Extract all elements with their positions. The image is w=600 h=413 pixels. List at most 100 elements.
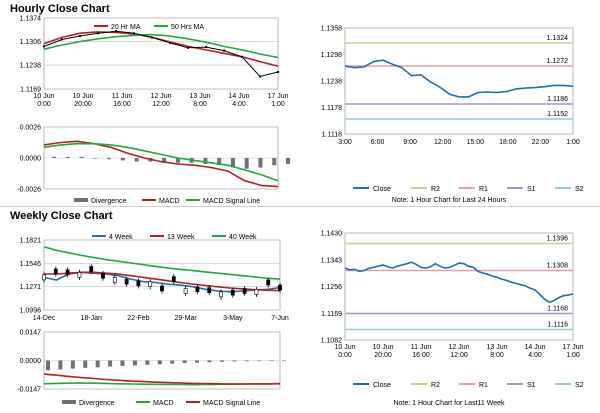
weekly_price-x-tick: 7-Jun (271, 315, 289, 322)
hourly_pivot-level-label: 1.1152 (547, 111, 568, 118)
weekly_price-legend-label: 40 Week (229, 234, 257, 241)
hourly_pivot-note: Note: 1 Hour Chart for Last 24 Hours (392, 197, 507, 204)
weekly_price-y-tick: 1.1546 (20, 261, 42, 268)
hourly_price-x-tick: 0:00 (37, 101, 51, 108)
weekly_price-legend-label: 13 Week (167, 234, 195, 241)
weekly_macd-divergence-bar (269, 360, 274, 362)
weekly_macd-divergence-bar (282, 360, 286, 362)
hourly_price-x-tick: 13 Jun (189, 93, 210, 100)
weekly_pivot-level-label: 1.1116 (548, 322, 568, 329)
hourly_price-x-tick: 10 Jun (33, 93, 54, 100)
hourly_macd-divergence-bar (230, 158, 235, 168)
hourly_pivot-legend-label: R2 (431, 186, 440, 193)
hourly_pivot-x-tick: 18:00 (499, 139, 517, 146)
weekly_price-candle-body (124, 278, 129, 285)
weekly_pivot-x-tick: 10 Jun (334, 344, 355, 351)
hourly_price-series-20-hr-ma (43, 31, 279, 67)
hourly_price-series-price (43, 30, 279, 78)
weekly_pivot-x-tick: 8:00 (490, 352, 504, 359)
weekly_macd-divergence-bar (170, 360, 175, 364)
weekly_pivot-x-tick: 0:00 (338, 352, 352, 359)
hourly_price-x-tick: 1:00 (271, 101, 285, 108)
weekly_price-legend-label: 4 Week (109, 234, 133, 241)
weekly_macd-legend-label: MACD Signal Line (203, 400, 260, 407)
weekly_pivot-x-tick: 13 Jun (486, 344, 507, 351)
weekly_macd-divergence-bar (195, 360, 200, 363)
hourly_price-price-point (97, 32, 99, 35)
hourly_macd-divergence-bar (65, 156, 70, 158)
weekly_pivot-x-tick: 14 Jun (524, 344, 545, 351)
hourly_price-price-point (169, 41, 171, 44)
weekly_price-candle-body (136, 280, 141, 287)
hourly_pivot-x-tick: 9:00 (403, 139, 417, 146)
weekly_macd-divergence-bar (132, 360, 137, 366)
weekly_macd-legend-swatch (62, 400, 76, 404)
hourly_macd-legend-label: Divergence (91, 198, 127, 205)
hourly_macd-divergence-bar (162, 158, 167, 163)
weekly_macd-divergence-bar (157, 360, 162, 365)
hourly_price-x-tick: 14 Jun (228, 93, 249, 100)
weekly_pivot-x-tick: 12 Jun (448, 344, 469, 351)
hourly_macd-legend-label: MACD (159, 198, 180, 205)
weekly_pivot-x-tick: 10 Jun (372, 344, 393, 351)
weekly_pivot-x-tick: 4:00 (528, 352, 542, 359)
section-divider (0, 206, 600, 207)
weekly_macd-y-tick: 0.0000 (20, 358, 42, 365)
weekly_pivot-legend-label: R2 (431, 382, 440, 389)
weekly_macd-divergence-bar (108, 360, 113, 367)
weekly_price-candle-body (101, 272, 105, 279)
hourly_macd-divergence-bar (217, 158, 222, 166)
weekly_macd-divergence-bar (46, 360, 50, 371)
hourly_pivot-frame (344, 27, 574, 135)
weekly_macd-series-macd-signal-line (43, 373, 281, 385)
hourly_price-x-tick: 20:00 (74, 101, 92, 108)
hourly_price-y-tick: 1.1169 (20, 87, 41, 94)
hourly_price-price-point (133, 32, 135, 35)
weekly_price-candle-body (207, 287, 212, 293)
hourly_price-price-point (241, 55, 243, 58)
hourly_pivot-x-tick: 1:00 (566, 139, 580, 146)
weekly_macd-divergence-bar (95, 360, 100, 368)
weekly_price-series-40-week (43, 246, 281, 280)
hourly_pivot-x-tick: 6:00 (371, 139, 385, 146)
hourly_macd-divergence-bar (286, 158, 290, 164)
weekly_price-candle-body (148, 281, 153, 288)
hourly_price-series-50-hrs-ma (43, 33, 279, 59)
weekly_price-y-tick: 1.0996 (20, 308, 42, 315)
hourly_macd-y-tick: 0.0026 (20, 125, 42, 132)
hourly_pivot-legend-label: S2 (575, 186, 584, 193)
hourly_pivot-x-tick: 12:00 (434, 139, 452, 146)
hourly_pivot-level-label: 1.1272 (547, 58, 569, 65)
hourly_pivot-level-label: 1.1324 (547, 35, 569, 42)
weekly_price-x-tick: 3-May (223, 315, 243, 322)
hourly_price-price-point (259, 75, 261, 78)
hourly_price-y-tick: 1.1306 (20, 39, 42, 46)
hourly_macd-series-macd (43, 140, 279, 188)
hourly_pivot-y-tick: 1.1238 (321, 79, 343, 86)
hourly_price-price-point (151, 36, 153, 39)
hourly_price-x-tick: 8:00 (193, 101, 207, 108)
weekly_price-x-tick: 14-Dec (33, 315, 56, 322)
weekly_pivot-y-tick: 1.1343 (321, 257, 343, 264)
hourly_price-frame (43, 17, 279, 90)
weekly_pivot-note: Note: 1 Hour Chart for Last11 Week (393, 400, 505, 407)
hourly_macd-divergence-bar (79, 156, 84, 158)
weekly_macd-divergence-bar (207, 360, 212, 363)
weekly_macd-y-tick: -0.0147 (17, 387, 41, 394)
hourly_macd-series-macd-signal-line (43, 142, 279, 182)
weekly_macd-divergence-bar (83, 360, 88, 368)
weekly_macd-legend-label: Divergence (79, 400, 115, 407)
hourly_price-legend-label: 50 Hrs MA (171, 24, 204, 31)
weekly_price-candle-body (77, 272, 82, 278)
weekly_price-x-tick: 18-Jan (80, 315, 102, 322)
hourly_macd-divergence-bar (272, 158, 277, 166)
hourly_price-price-point (187, 46, 189, 49)
weekly_price-candle-body (171, 276, 176, 282)
weekly_macd-divergence-bar (232, 360, 237, 362)
hourly_price-y-tick: 1.1374 (20, 16, 42, 23)
weekly_price-candle-body (266, 279, 271, 286)
hourly_pivot-legend-label: R1 (479, 186, 488, 193)
weekly_price-x-tick: 22-Feb (127, 315, 149, 322)
hourly_price-x-tick: 12 Jun (150, 93, 171, 100)
weekly_price-candle-body (195, 286, 200, 293)
